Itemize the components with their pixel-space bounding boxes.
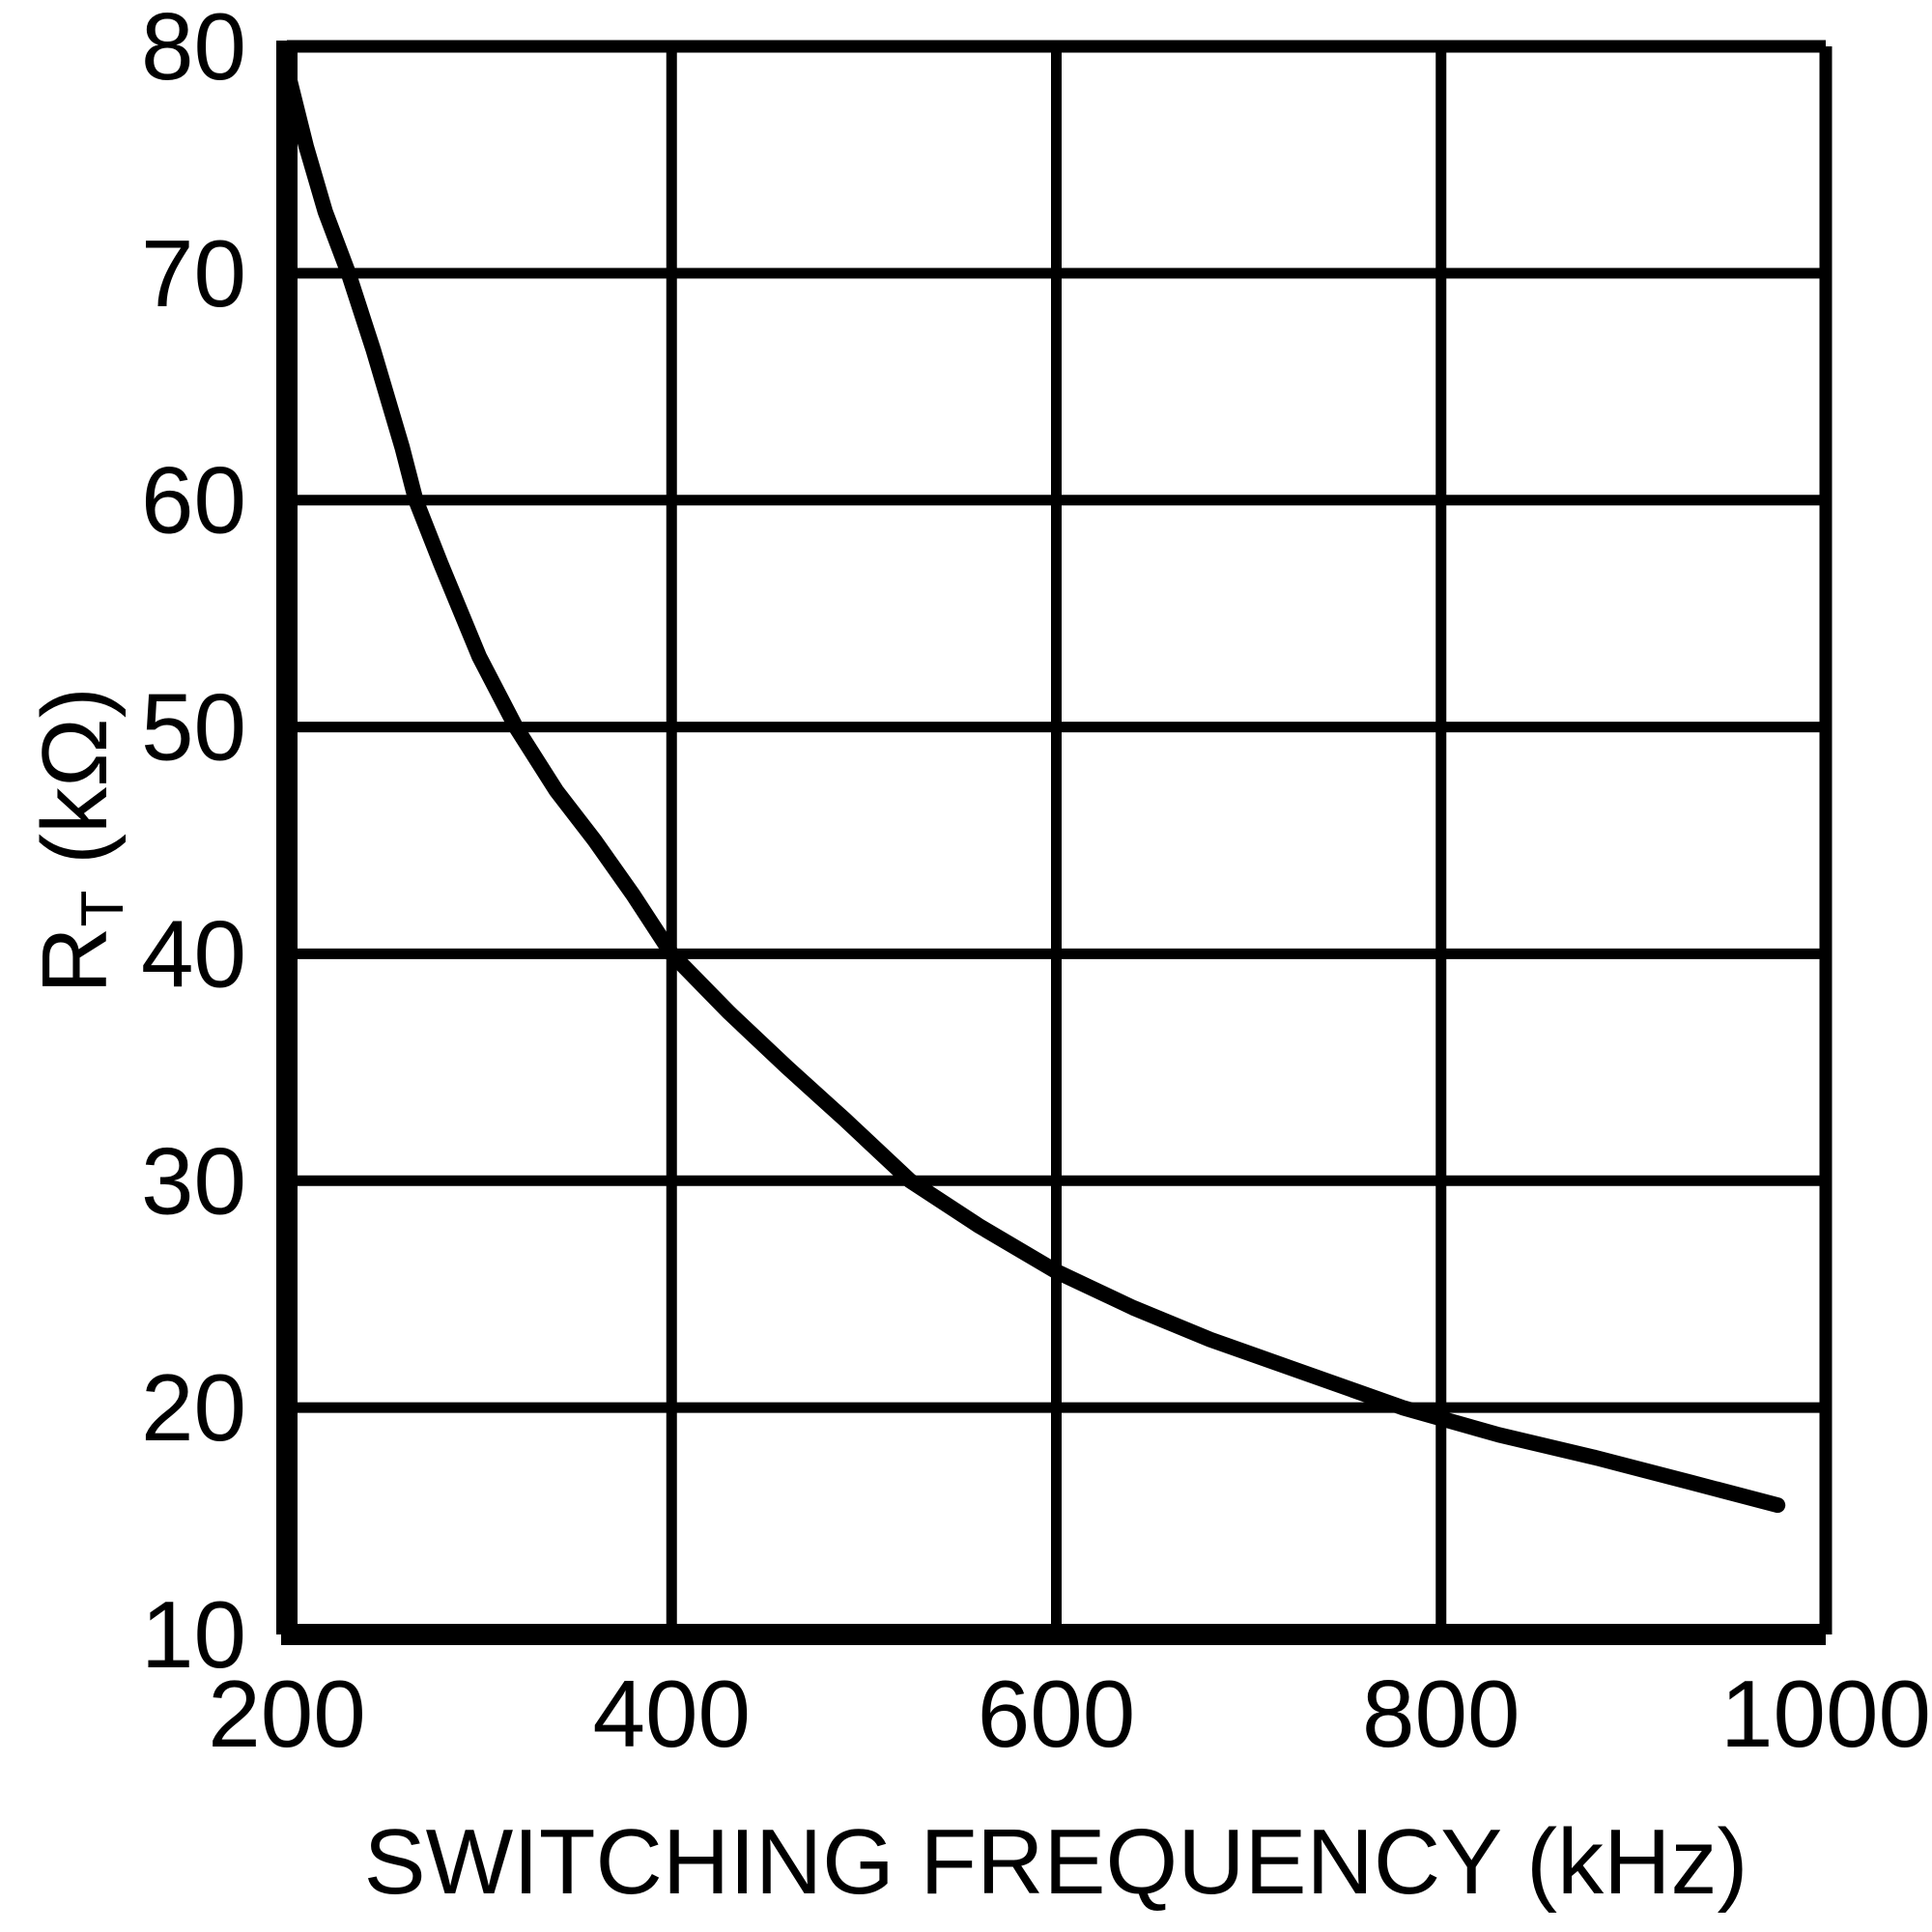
y-tick-label-40: 40 bbox=[141, 900, 246, 1007]
y-tick-label-10: 10 bbox=[141, 1581, 246, 1688]
axes-frame bbox=[276, 40, 1833, 1645]
y-tick-label-70: 70 bbox=[141, 220, 246, 327]
y-tick-label-60: 60 bbox=[141, 447, 246, 554]
y-axis-title: RT (kΩ) bbox=[23, 687, 136, 994]
x-tick-label-400: 400 bbox=[592, 1661, 751, 1767]
x-tick-label-600: 600 bbox=[978, 1661, 1136, 1767]
y-tick-label-80: 80 bbox=[141, 0, 246, 99]
svg-text:RT (kΩ): RT (kΩ) bbox=[23, 687, 136, 994]
y-axis-title-main: R bbox=[23, 926, 127, 993]
x-axis-tick-labels: 200 400 600 800 1000 bbox=[208, 1661, 1931, 1767]
y-axis-title-unit: (kΩ) bbox=[23, 687, 127, 890]
y-tick-label-20: 20 bbox=[141, 1354, 246, 1461]
x-tick-label-1000: 1000 bbox=[1720, 1661, 1931, 1767]
y-tick-label-30: 30 bbox=[141, 1127, 246, 1234]
x-tick-label-200: 200 bbox=[208, 1661, 366, 1767]
y-axis-title-subscript: T bbox=[70, 891, 136, 927]
y-axis-tick-labels: 10 20 30 40 50 60 70 80 bbox=[141, 0, 246, 1688]
x-tick-label-800: 800 bbox=[1362, 1661, 1520, 1767]
data-series-group bbox=[279, 61, 1786, 1514]
curve-rt-vs-frequency bbox=[279, 61, 1786, 1514]
y-tick-label-50: 50 bbox=[141, 674, 246, 781]
x-axis-title: SWITCHING FREQUENCY (kHz) bbox=[364, 1810, 1748, 1914]
vertical-gridlines bbox=[666, 46, 1447, 1634]
